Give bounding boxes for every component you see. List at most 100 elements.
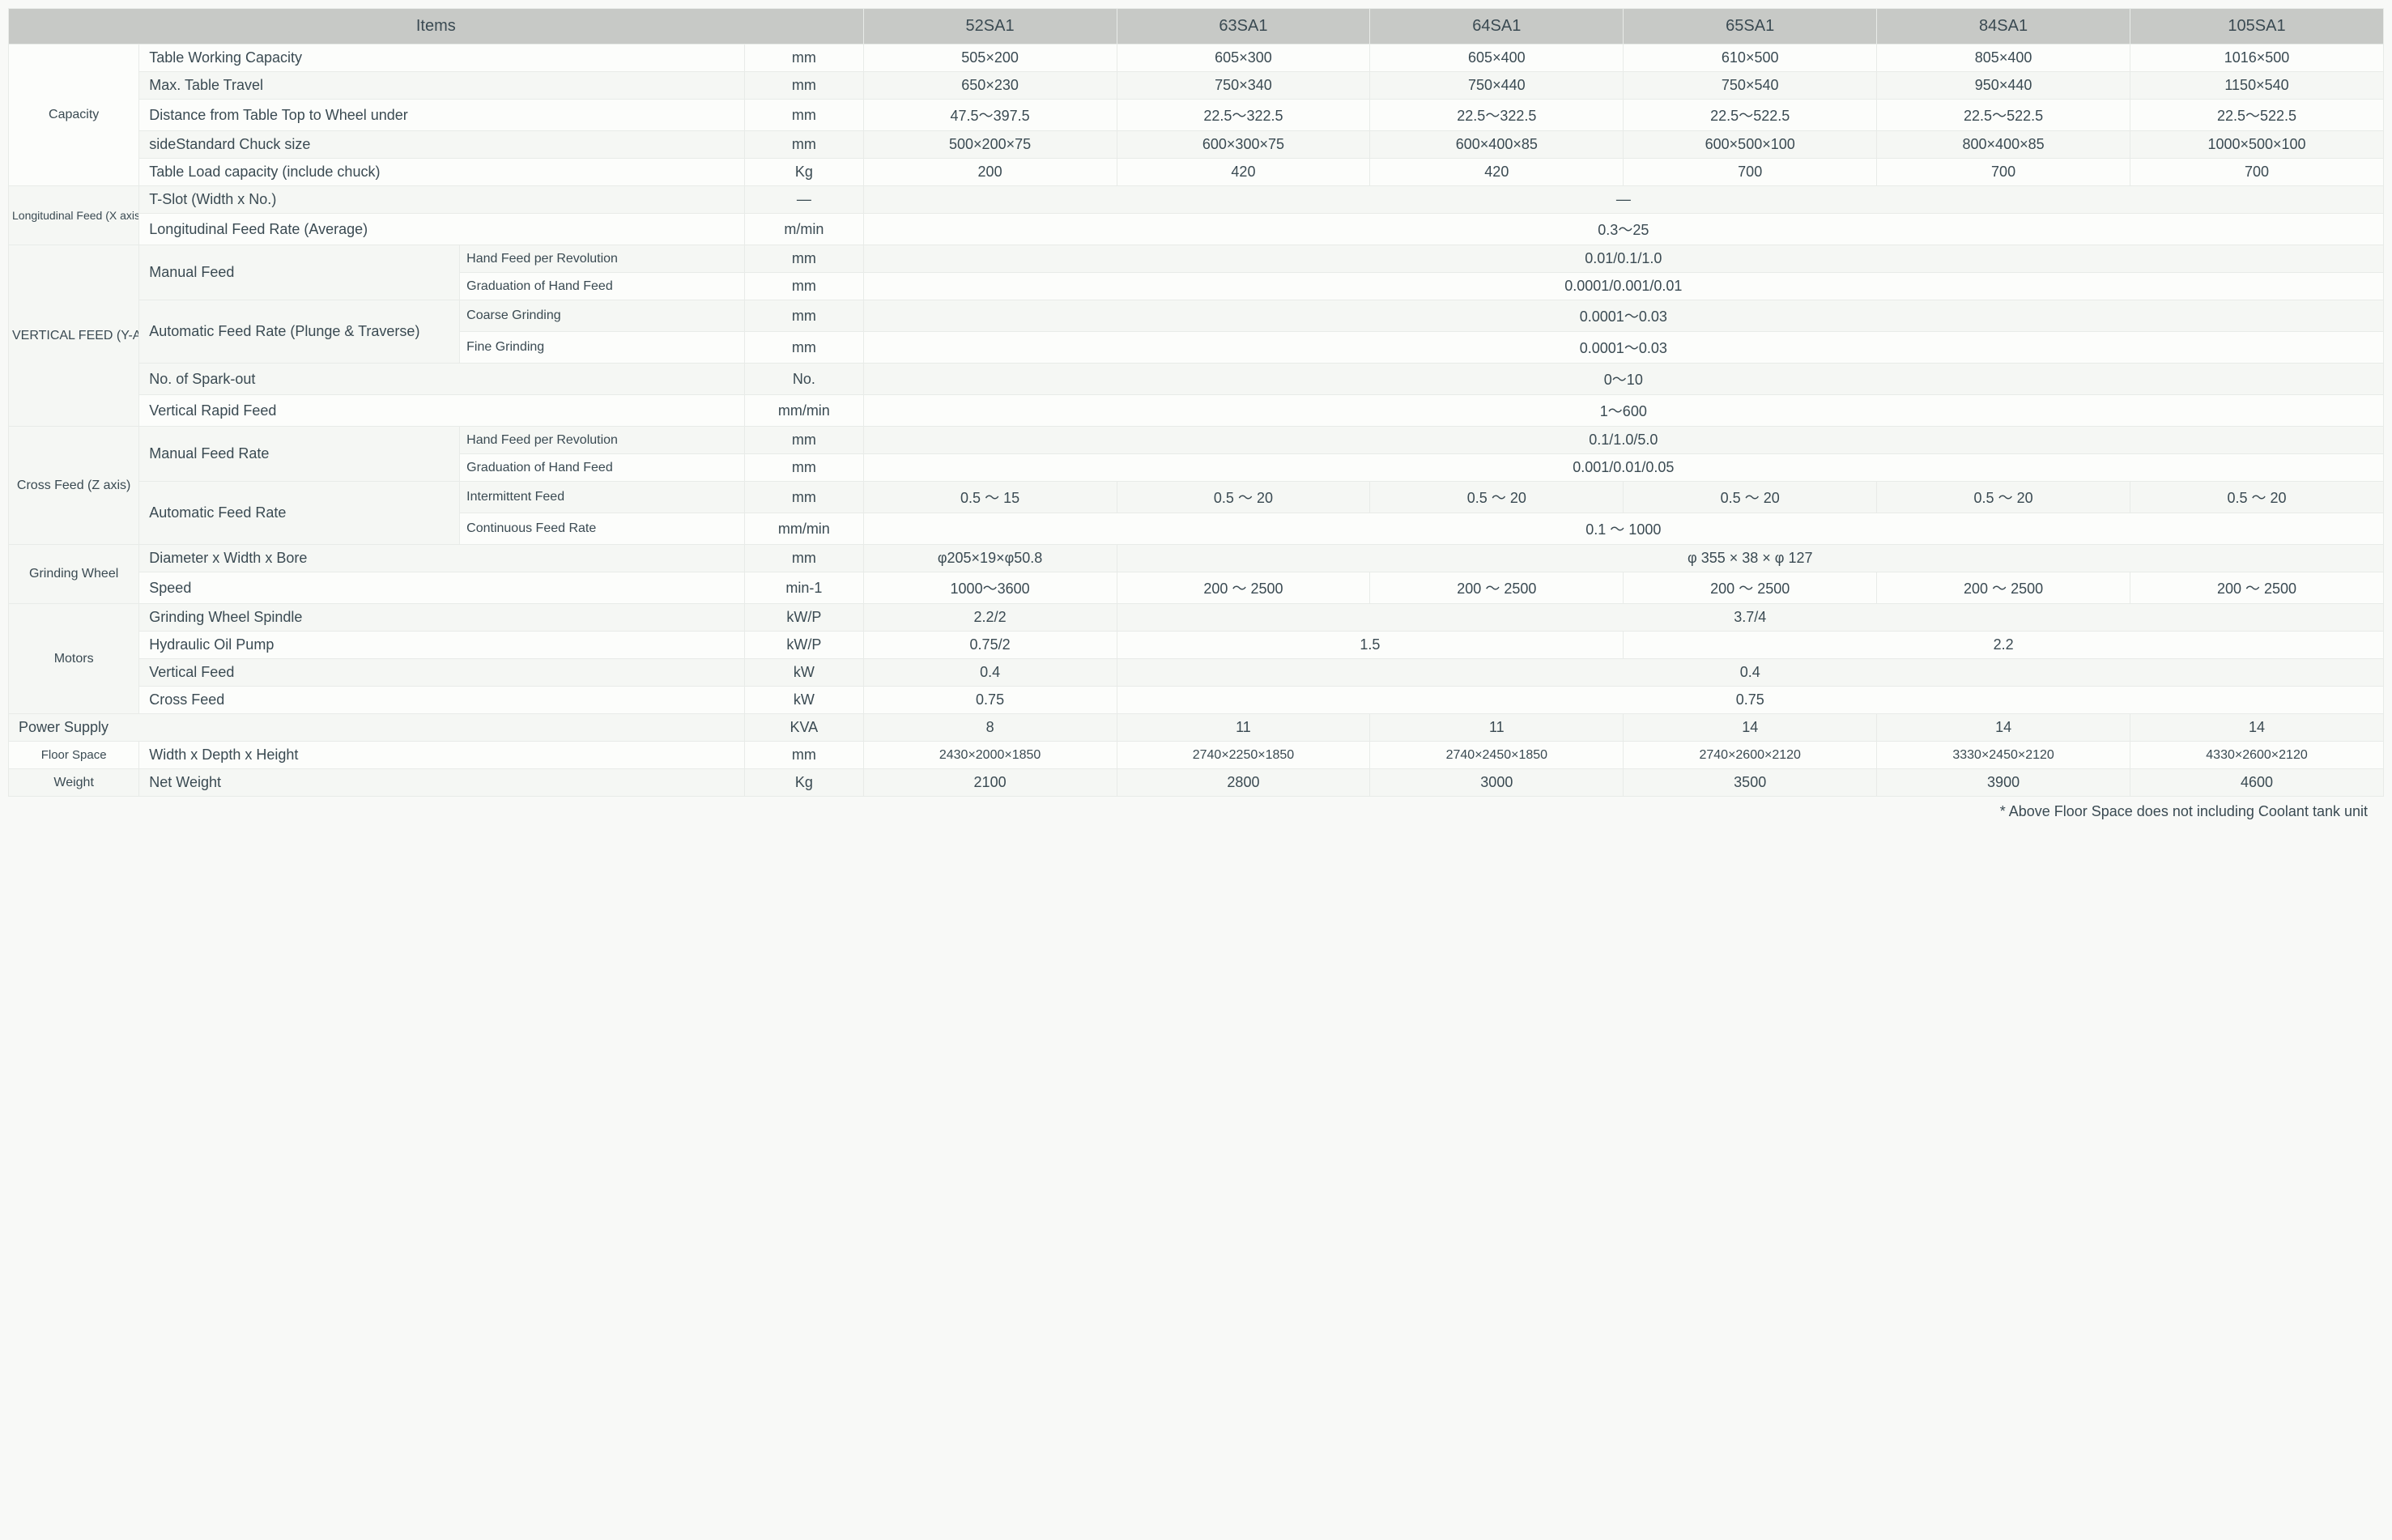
unit-kva: KVA [745,714,864,742]
header-model-5: 105SA1 [2130,9,2384,45]
val: 2.2/2 [863,604,1117,632]
val: 0.0001～0.03 [863,332,2383,364]
val: 1000～3600 [863,572,1117,604]
val: 650×230 [863,72,1117,100]
val: 420 [1370,159,1624,186]
val: 0.0001～0.03 [863,300,2383,332]
header-items: Items [9,9,864,45]
unit-mmin: m/min [745,214,864,245]
unit-mm: mm [745,45,864,72]
row-lfr: Longitudinal Feed Rate (Average) m/min 0… [9,214,2384,245]
spec-vrf: Vertical Rapid Feed [139,395,745,427]
row-speed: Speed min-1 1000～3600 200 ～ 2500 200 ～ 2… [9,572,2384,604]
val: 11 [1370,714,1624,742]
spec-wdh: Width x Depth x Height [139,742,745,769]
unit-kw: kW [745,659,864,687]
cat-vertical: VERTICAL FEED (Y-AXIS) [9,245,139,427]
val: 200 ～ 2500 [1624,572,1877,604]
row-vrf: Vertical Rapid Feed mm/min 1～600 [9,395,2384,427]
cat-motors: Motors [9,604,139,714]
sub-cfr: Continuous Feed Rate [460,513,745,545]
sub-ghf: Graduation of Hand Feed [460,454,745,482]
unit-mm: mm [745,482,864,513]
val: φ205×19×φ50.8 [863,545,1117,572]
unit-mmmin: mm/min [745,513,864,545]
val: 0.75 [1117,687,2383,714]
val: 2740×2250×1850 [1117,742,1370,769]
header-model-0: 52SA1 [863,9,1117,45]
val: 0～10 [863,364,2383,395]
sub-fine: Fine Grinding [460,332,745,364]
val: 3000 [1370,769,1624,797]
spec-afr: Automatic Feed Rate (Plunge & Traverse) [139,300,460,364]
val: 0.0001/0.001/0.01 [863,273,2383,300]
row-floor: Floor Space Width x Depth x Height mm 24… [9,742,2384,769]
unit-mm: mm [745,100,864,131]
val: 1150×540 [2130,72,2384,100]
val: 22.5～322.5 [1117,100,1370,131]
row-weight: Weight Net Weight Kg 2100 2800 3000 3500… [9,769,2384,797]
val: 0.5 ～ 20 [1877,482,2130,513]
val: 8 [863,714,1117,742]
row-load: Table Load capacity (include chuck) Kg 2… [9,159,2384,186]
cat-floor: Floor Space [9,742,139,769]
unit-mm: mm [745,545,864,572]
val: 2.2 [1624,632,2384,659]
spec-dist: Distance from Table Top to Wheel under [139,100,745,131]
unit-mm: mm [745,427,864,454]
spec-lfr: Longitudinal Feed Rate (Average) [139,214,745,245]
val: 0.75/2 [863,632,1117,659]
spec-dwb: Diameter x Width x Bore [139,545,745,572]
spec-speed: Speed [139,572,745,604]
spec-afr2: Automatic Feed Rate [139,482,460,545]
val: 700 [1877,159,2130,186]
val: 0.1/1.0/5.0 [863,427,2383,454]
val: 3.7/4 [1117,604,2383,632]
row-mtt: Max. Table Travel mm 650×230 750×340 750… [9,72,2384,100]
spec-manual: Manual Feed [139,245,460,300]
val: 0.1 ～ 1000 [863,513,2383,545]
spec-spark: No. of Spark-out [139,364,745,395]
header-model-3: 65SA1 [1624,9,1877,45]
val: 2740×2450×1850 [1370,742,1624,769]
val: 1000×500×100 [2130,131,2384,159]
unit-mm: mm [745,300,864,332]
val: 0.01/0.1/1.0 [863,245,2383,273]
val: 0.5 ～ 20 [1624,482,1877,513]
val: 750×440 [1370,72,1624,100]
val: 0.5 ～ 20 [1117,482,1370,513]
val: 0.5 ～ 20 [2130,482,2384,513]
row-chuck: sideStandard Chuck size mm 500×200×75 60… [9,131,2384,159]
val: 47.5～397.5 [863,100,1117,131]
cat-longfeed: Longitudinal Feed (X axis) [9,186,139,245]
val: 200 ～ 2500 [1877,572,2130,604]
val: 700 [2130,159,2384,186]
val: 605×400 [1370,45,1624,72]
row-power: Power Supply KVA 8 11 11 14 14 14 [9,714,2384,742]
unit-mmmin: mm/min [745,395,864,427]
val: 800×400×85 [1877,131,2130,159]
row-tslot: Longitudinal Feed (X axis) T-Slot (Width… [9,186,2384,214]
spec-twc: Table Working Capacity [139,45,745,72]
val: 0.3～25 [863,214,2383,245]
val: 22.5～522.5 [2130,100,2384,131]
row-cf: Cross Feed kW 0.75 0.75 [9,687,2384,714]
val: 600×400×85 [1370,131,1624,159]
spec-gws: Grinding Wheel Spindle [139,604,745,632]
unit-mm: mm [745,131,864,159]
row-twc: Capacity Table Working Capacity mm 505×2… [9,45,2384,72]
val: 3900 [1877,769,2130,797]
val: 4330×2600×2120 [2130,742,2384,769]
cat-power: Power Supply [9,714,745,742]
row-spark: No. of Spark-out No. 0～10 [9,364,2384,395]
val: 200 ～ 2500 [2130,572,2384,604]
unit-min1: min-1 [745,572,864,604]
sub-hfpr: Hand Feed per Revolution [460,427,745,454]
val: 750×340 [1117,72,1370,100]
cat-weight: Weight [9,769,139,797]
val: 600×500×100 [1624,131,1877,159]
sub-intf: Intermittent Feed [460,482,745,513]
val: 600×300×75 [1117,131,1370,159]
val: 1016×500 [2130,45,2384,72]
val: 14 [2130,714,2384,742]
